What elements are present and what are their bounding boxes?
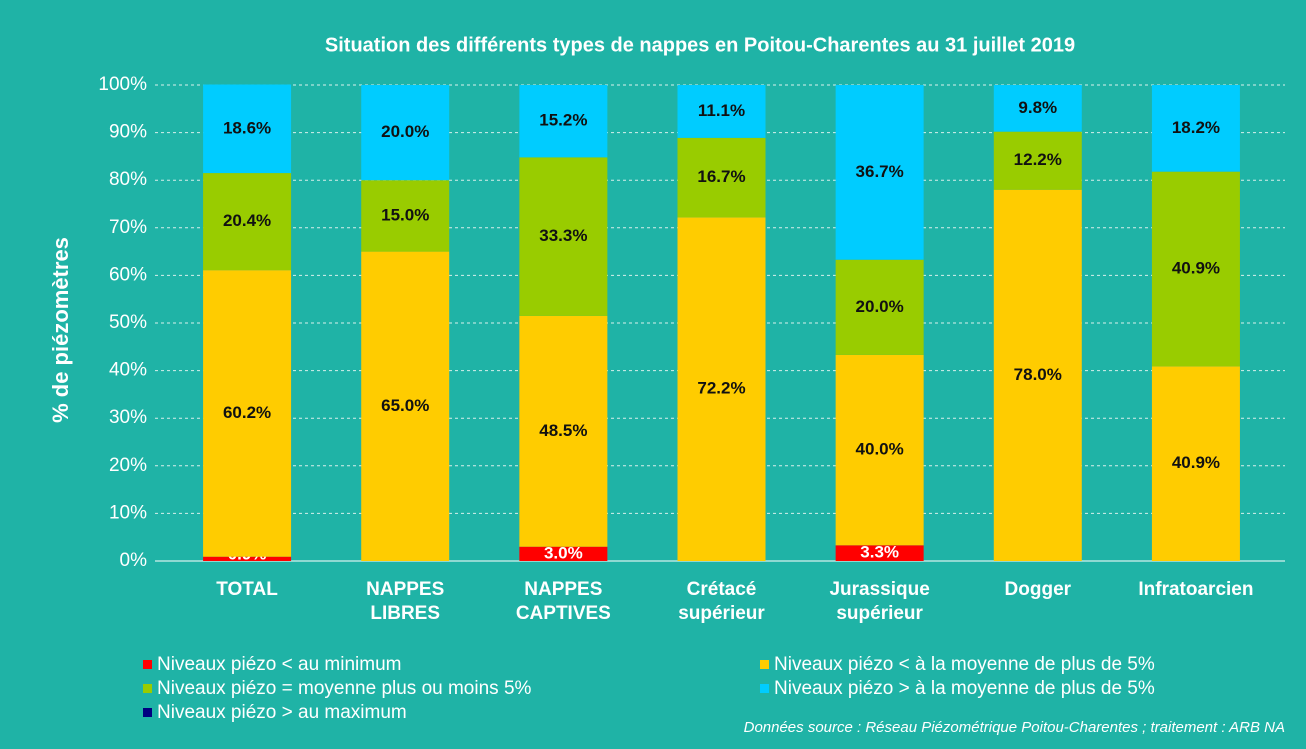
- legend-label: Niveaux piézo < à la moyenne de plus de …: [774, 654, 1155, 675]
- y-tick-label: 0%: [120, 550, 148, 571]
- x-tick-label: Dogger: [1004, 579, 1072, 600]
- legend-swatch: [143, 684, 152, 693]
- value-label: 36.7%: [856, 162, 904, 181]
- bar-segment: [993, 189, 1082, 561]
- value-label: 12.2%: [1014, 150, 1062, 169]
- legend-swatch: [143, 708, 152, 717]
- x-tick-label: TOTAL: [216, 579, 278, 600]
- bar-segment: [993, 85, 1082, 132]
- bar-segment: [203, 84, 292, 174]
- value-label: 40.9%: [1172, 453, 1220, 472]
- value-label: 40.0%: [856, 440, 904, 459]
- bar-segment: [835, 259, 924, 355]
- x-tick-label: Crétacé supérieur: [678, 579, 765, 624]
- value-label: 78.0%: [1014, 365, 1062, 384]
- value-label: 33.3%: [539, 226, 587, 245]
- legend-swatch: [143, 660, 152, 669]
- y-tick-label: 20%: [109, 455, 147, 476]
- source-note: Données source : Réseau Piézométrique Po…: [744, 719, 1285, 736]
- y-axis-label: % de piézomètres: [48, 237, 73, 423]
- y-tick-label: 30%: [109, 407, 147, 428]
- y-tick-label: 80%: [109, 169, 147, 190]
- bar-segment: [1151, 85, 1240, 172]
- legend-swatch: [760, 660, 769, 669]
- value-label: 48.5%: [539, 421, 587, 440]
- bar-segment: [519, 157, 608, 316]
- x-tick-label: NAPPES CAPTIVES: [515, 579, 611, 624]
- value-label: 40.9%: [1172, 258, 1220, 277]
- bar-segment: [835, 545, 924, 561]
- bar-segment: [835, 354, 924, 546]
- value-label: 18.2%: [1172, 118, 1220, 137]
- legend-swatch: [760, 684, 769, 693]
- bar-segment: [519, 546, 608, 561]
- bar-segment: [1151, 171, 1240, 367]
- bar-segment: [835, 85, 924, 260]
- legend-label: Niveaux piézo < au minimum: [157, 654, 401, 675]
- bar-segment: [361, 180, 450, 252]
- bar-segment: [519, 315, 608, 547]
- legend-label: Niveaux piézo > à la moyenne de plus de …: [774, 678, 1155, 699]
- value-label: 16.7%: [697, 167, 745, 186]
- y-tick-label: 60%: [109, 264, 147, 285]
- bar-segment: [1151, 366, 1240, 561]
- value-label: 15.0%: [381, 205, 429, 224]
- value-label: 20.0%: [381, 122, 429, 141]
- y-tick-label: 50%: [109, 312, 147, 333]
- legend-label: Niveaux piézo = moyenne plus ou moins 5%: [157, 678, 532, 699]
- bar-segment: [361, 85, 450, 181]
- value-label: 72.2%: [697, 379, 745, 398]
- y-tick-label: 70%: [109, 217, 147, 238]
- value-label: 3.0%: [544, 543, 583, 562]
- bar-segment: [203, 556, 292, 561]
- value-label: 65.0%: [381, 396, 429, 415]
- value-label: 11.1%: [698, 101, 745, 120]
- bar-segment: [519, 85, 608, 158]
- value-label: 60.2%: [223, 403, 271, 422]
- value-label: 3.3%: [860, 543, 899, 562]
- x-tick-label: Jurassique supérieur: [829, 579, 930, 624]
- bar-segment: [677, 217, 766, 561]
- bar-segment: [677, 137, 766, 218]
- x-tick-label: Infratoarcien: [1138, 579, 1254, 600]
- y-tick-label: 10%: [109, 502, 147, 523]
- bar-segment: [361, 251, 450, 561]
- value-label: 9.8%: [1018, 98, 1057, 117]
- bar-segment: [203, 270, 292, 557]
- value-label: 15.2%: [539, 111, 587, 130]
- x-tick-label: NAPPES LIBRES: [366, 579, 445, 624]
- value-label: 20.0%: [856, 297, 904, 316]
- bar-segment: [993, 131, 1082, 190]
- y-tick-label: 90%: [109, 122, 147, 143]
- y-tick-label: 100%: [98, 74, 147, 95]
- value-label: 18.6%: [223, 118, 271, 137]
- y-tick-label: 40%: [109, 360, 147, 381]
- bar-segment: [677, 85, 766, 138]
- legend-label: Niveaux piézo > au maximum: [157, 702, 407, 723]
- chart-title: Situation des différents types de nappes…: [325, 34, 1075, 56]
- value-label: 20.4%: [223, 211, 271, 230]
- bar-segment: [203, 173, 292, 271]
